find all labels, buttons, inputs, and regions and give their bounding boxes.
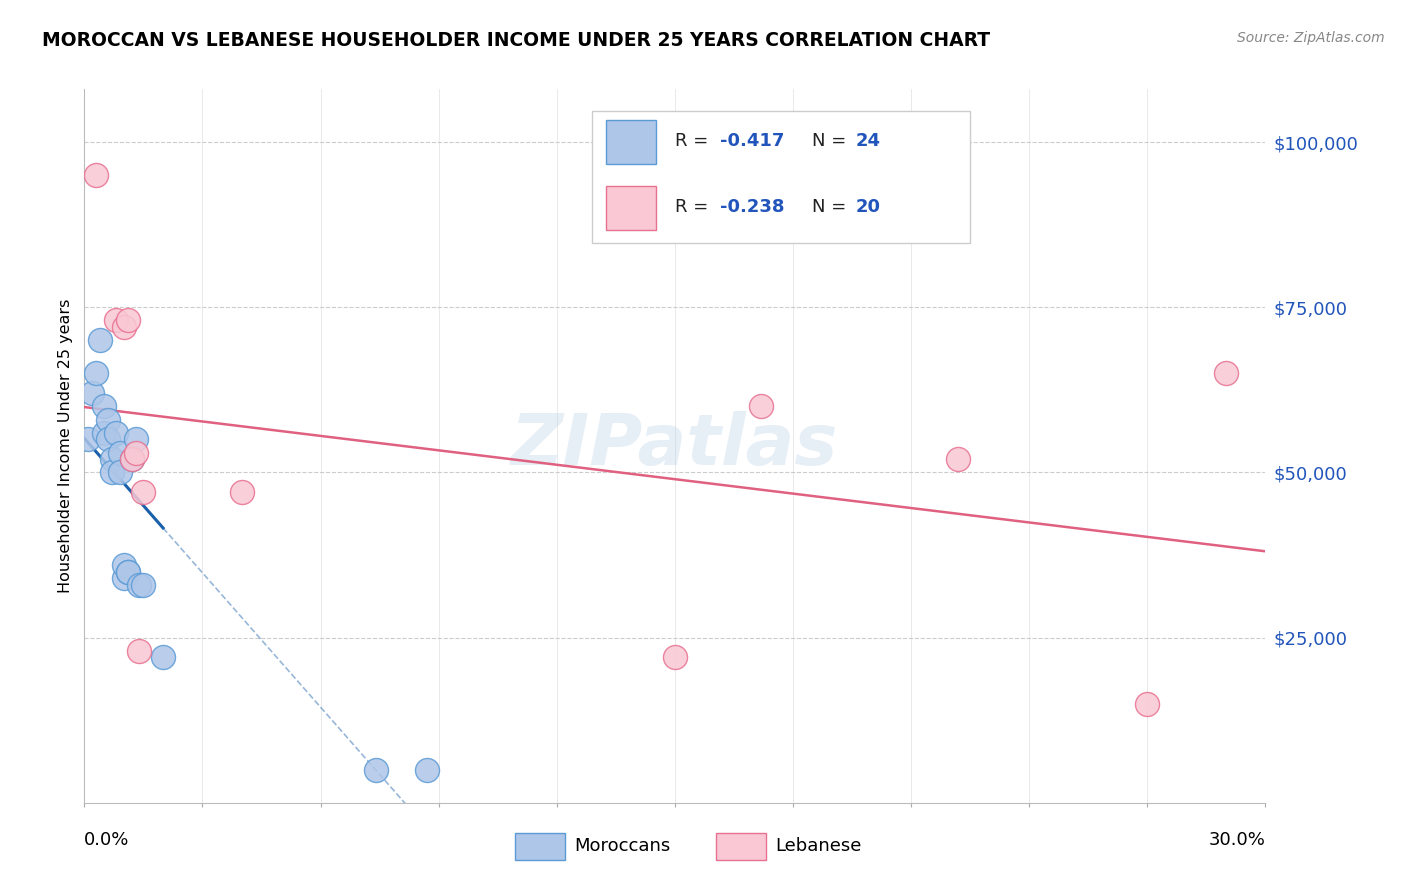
FancyBboxPatch shape xyxy=(716,833,766,860)
Point xyxy=(104,313,127,327)
Text: MOROCCAN VS LEBANESE HOUSEHOLDER INCOME UNDER 25 YEARS CORRELATION CHART: MOROCCAN VS LEBANESE HOUSEHOLDER INCOME … xyxy=(42,31,990,50)
Point xyxy=(84,367,107,381)
Point xyxy=(82,386,104,401)
Point xyxy=(121,452,143,467)
Text: 0.0%: 0.0% xyxy=(84,831,129,849)
Point xyxy=(121,452,143,467)
Point xyxy=(1215,367,1237,381)
Point xyxy=(104,425,127,440)
Point xyxy=(101,452,124,467)
Point xyxy=(132,485,155,500)
Point xyxy=(416,763,439,777)
Point xyxy=(93,425,115,440)
Point xyxy=(124,445,146,459)
Point xyxy=(664,650,686,665)
Point xyxy=(101,466,124,480)
Text: 30.0%: 30.0% xyxy=(1209,831,1265,849)
Text: Lebanese: Lebanese xyxy=(775,838,862,855)
FancyBboxPatch shape xyxy=(592,111,970,243)
Text: 20: 20 xyxy=(856,198,880,216)
Point xyxy=(112,320,135,334)
Point xyxy=(117,565,139,579)
Text: N =: N = xyxy=(811,132,852,150)
Point xyxy=(231,485,253,500)
Text: Source: ZipAtlas.com: Source: ZipAtlas.com xyxy=(1237,31,1385,45)
Point xyxy=(89,333,111,347)
Point xyxy=(152,650,174,665)
Point xyxy=(128,578,150,592)
Point xyxy=(108,445,131,459)
Point xyxy=(128,644,150,658)
Point xyxy=(364,763,387,777)
Point xyxy=(117,565,139,579)
Text: R =: R = xyxy=(675,198,714,216)
FancyBboxPatch shape xyxy=(516,833,565,860)
Point xyxy=(112,571,135,585)
Y-axis label: Householder Income Under 25 years: Householder Income Under 25 years xyxy=(58,299,73,593)
Text: 24: 24 xyxy=(856,132,880,150)
Point xyxy=(124,433,146,447)
Text: -0.238: -0.238 xyxy=(720,198,785,216)
Text: R =: R = xyxy=(675,132,714,150)
Point xyxy=(117,313,139,327)
Point xyxy=(108,466,131,480)
Point xyxy=(948,452,970,467)
Point xyxy=(751,400,773,414)
Point xyxy=(97,412,120,426)
Point xyxy=(77,433,100,447)
Point xyxy=(97,433,120,447)
Point xyxy=(1136,697,1159,711)
FancyBboxPatch shape xyxy=(606,120,657,164)
Text: ZIPatlas: ZIPatlas xyxy=(512,411,838,481)
Point xyxy=(132,578,155,592)
Text: -0.417: -0.417 xyxy=(720,132,785,150)
Text: N =: N = xyxy=(811,198,852,216)
Point xyxy=(93,400,115,414)
Point xyxy=(112,558,135,572)
Point xyxy=(84,168,107,182)
FancyBboxPatch shape xyxy=(606,186,657,230)
Text: Moroccans: Moroccans xyxy=(575,838,671,855)
